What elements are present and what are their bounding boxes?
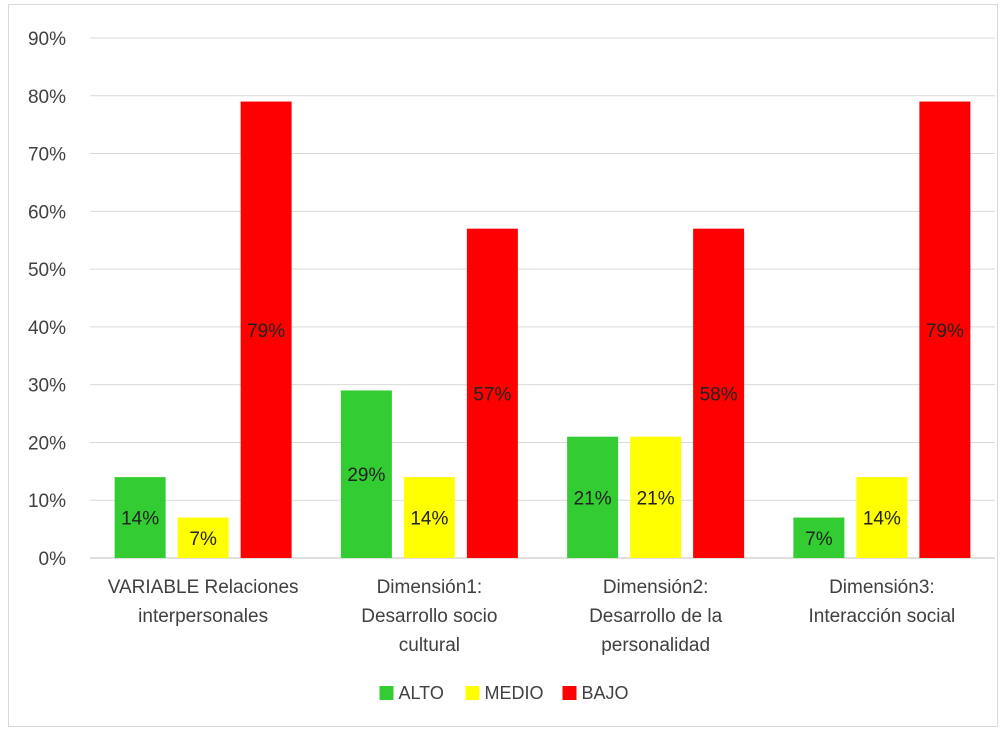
x-tick-label: interpersonales (138, 606, 268, 627)
data-label: 7% (189, 529, 217, 550)
y-tick-label: 30% (28, 376, 66, 397)
y-tick-label: 80% (28, 87, 66, 108)
legend-swatch-alto (379, 686, 394, 700)
x-tick-label: Dimensión1: (377, 577, 483, 598)
data-label: 58% (700, 384, 738, 405)
bar-medio (630, 436, 682, 558)
y-tick-label: 60% (28, 202, 66, 223)
legend-label: MEDIO (485, 683, 544, 703)
bar-alto (340, 390, 392, 558)
data-label: 7% (805, 529, 833, 550)
y-tick-label: 50% (28, 260, 66, 281)
data-label: 21% (574, 488, 612, 509)
data-label: 14% (410, 509, 448, 530)
bar-medio (177, 517, 229, 558)
data-label: 79% (926, 321, 964, 342)
legend-swatch-medio (465, 686, 480, 700)
data-label: 14% (863, 509, 901, 530)
x-tick-label: Desarrollo socio (361, 606, 497, 627)
x-tick-label: Dimensión3: (829, 577, 935, 598)
legend-label: BAJO (582, 683, 629, 703)
bar-bajo (693, 228, 745, 558)
legend-label: ALTO (399, 683, 444, 703)
bar-alto (793, 517, 845, 558)
y-tick-label: 40% (28, 318, 66, 339)
data-label: 21% (637, 488, 675, 509)
legend-swatch-bajo (562, 686, 577, 700)
y-tick-label: 90% (28, 29, 66, 50)
x-tick-label: Interacción social (808, 606, 955, 627)
bar-bajo (919, 101, 971, 559)
bar-medio (856, 477, 908, 558)
bar-alto (114, 477, 166, 558)
data-label: 29% (347, 465, 385, 486)
bar-alto (567, 436, 619, 558)
bar-medio (403, 477, 455, 558)
bar-bajo (466, 228, 518, 558)
data-label: 57% (473, 384, 511, 405)
x-tick-label: cultural (399, 635, 460, 656)
x-tick-label: Dimensión2: (603, 577, 709, 598)
y-tick-label: 20% (28, 433, 66, 454)
x-tick-label: personalidad (601, 635, 710, 656)
y-tick-label: 0% (39, 549, 67, 570)
x-tick-label: VARIABLE Relaciones (108, 577, 299, 598)
data-label: 79% (247, 321, 285, 342)
x-tick-label: Desarrollo de la (589, 606, 722, 627)
bar-bajo (240, 101, 292, 559)
data-label: 14% (121, 509, 159, 530)
y-tick-label: 70% (28, 145, 66, 166)
y-tick-label: 10% (28, 491, 66, 512)
